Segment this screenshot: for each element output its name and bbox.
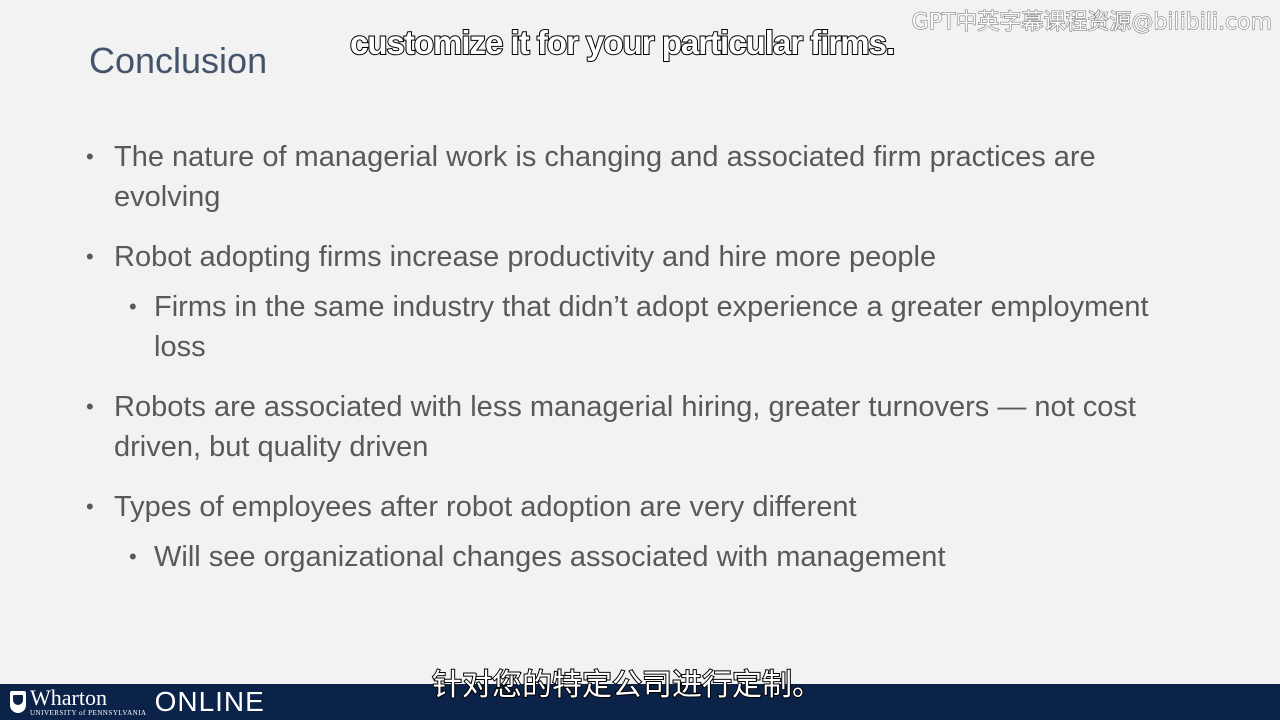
wharton-online-logo: Wharton UNIVERSITY of PENNSYLVANIA ONLIN… [10,684,265,720]
shield-icon [10,691,26,713]
logo-online: ONLINE [154,686,265,717]
bullet-item: The nature of managerial work is changin… [86,137,1196,217]
logo-subtext: UNIVERSITY of PENNSYLVANIA [30,709,147,717]
bullet-list: The nature of managerial work is changin… [86,137,1196,577]
logo-wordmark: Wharton UNIVERSITY of PENNSYLVANIA [30,687,147,717]
bullet-item: Types of employees after robot adoption … [86,487,1196,527]
bullet-item: Robot adopting firms increase productivi… [86,237,1196,277]
sub-bullet-item: Will see organizational changes associat… [86,537,1196,577]
watermark: GPT中英字幕课程资源@bilibili.com [911,10,1272,36]
slide-title: Conclusion [89,40,268,81]
english-caption: customize it for your particular firms. [349,23,896,62]
logo-name: Wharton [30,685,107,710]
sub-bullet-item: Firms in the same industry that didn’t a… [86,287,1196,367]
bullet-item: Robots are associated with less manageri… [86,387,1196,467]
chinese-caption: 针对您的特定公司进行定制。 [431,667,823,704]
footer-bar [0,684,1280,720]
